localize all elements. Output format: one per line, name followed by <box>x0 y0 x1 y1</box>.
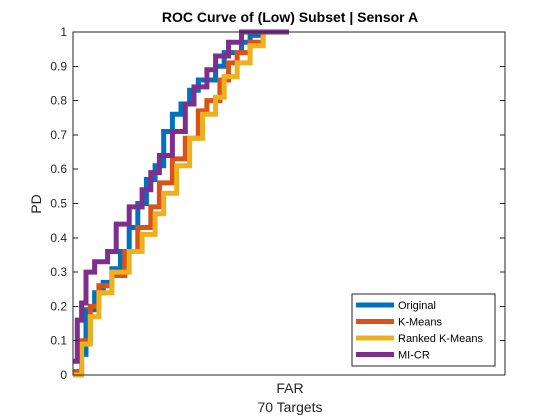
y-tick-label: 0.9 <box>50 59 67 73</box>
series-line-ranked-k-means <box>73 29 289 378</box>
series-line-k-means <box>73 29 289 375</box>
y-tick-label: 0.6 <box>50 162 67 176</box>
x-axis-label: FAR <box>276 380 303 396</box>
ticks-group: 0 0.1 0.2 0.3 0.4 0.5 0.6 0.7 0.8 0.9 1 <box>50 25 505 382</box>
legend-label: MI-CR <box>398 350 430 362</box>
legend-label: Ranked K-Means <box>398 333 483 345</box>
y-tick-label: 0.5 <box>50 197 67 211</box>
y-tick-label: 0.8 <box>50 94 67 108</box>
legend-label: K-Means <box>398 317 443 329</box>
y-tick-label: 0.3 <box>50 265 67 279</box>
series-line-mi-cr <box>73 29 289 364</box>
y-tick-label: 0.2 <box>50 299 67 313</box>
series-group <box>73 29 289 378</box>
y-tick-label: 0 <box>60 368 67 382</box>
legend: Original K-Means Ranked K-Means MI-CR <box>351 293 496 367</box>
y-tick-label: 0.1 <box>50 334 67 348</box>
y-tick-label: 1 <box>60 25 67 39</box>
y-tick-label: 0.7 <box>50 128 67 142</box>
chart-title: ROC Curve of (Low) Subset | Sensor A <box>162 9 418 25</box>
legend-label: Original <box>398 300 436 312</box>
y-tick-label: 0.4 <box>50 231 67 245</box>
x-axis-sublabel: 70 Targets <box>257 399 322 415</box>
y-axis-label: PD <box>28 194 44 213</box>
